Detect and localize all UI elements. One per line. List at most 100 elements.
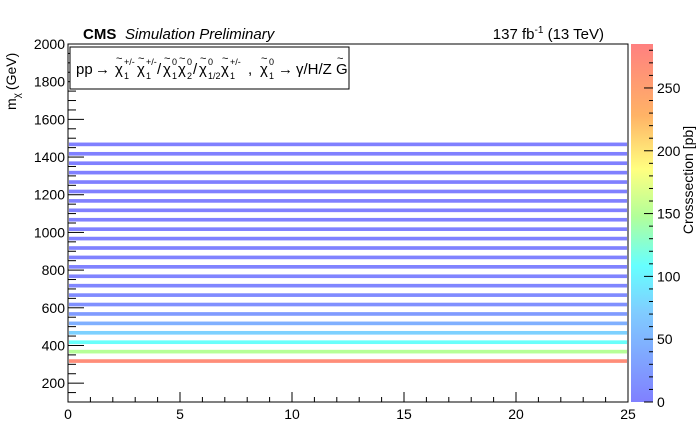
gravitino-tilde: ~ — [337, 53, 343, 65]
chargino3-tilde: ~ — [222, 53, 228, 65]
heatmap-band-16 — [69, 208, 627, 213]
chargino-sub-2: 1 — [146, 71, 151, 81]
separator: , — [248, 61, 252, 78]
heatmap-band-18 — [69, 189, 627, 194]
z-tick-label-1: 50 — [657, 331, 673, 347]
heatmap-band-23 — [69, 142, 627, 147]
heatmap-band-17 — [69, 199, 627, 203]
chargino-sup-2: +/- — [146, 57, 157, 67]
heatmap-band-4 — [69, 321, 627, 326]
y-tick-label-1: 400 — [42, 337, 66, 353]
process-formula: pp → χ ~ +/- 1 χ ~ +/- 1 / χ ~ 0 1 χ ~ 0… — [76, 53, 348, 81]
experiment-label: CMS — [83, 26, 116, 43]
decay-neutralino-tilde: ~ — [261, 53, 267, 65]
x-axis-ticks: 0 5 10 15 20 25 — [64, 392, 636, 422]
heatmap-band-7 — [69, 293, 627, 297]
y-tick-label-3: 800 — [42, 262, 66, 278]
y-tick-label-6: 1400 — [34, 149, 65, 165]
heatmap-band-0 — [69, 359, 627, 363]
chargino-tilde-2: ~ — [138, 53, 144, 65]
z-tick-label-3: 150 — [657, 206, 681, 222]
y-tick-label-4: 1000 — [34, 224, 65, 240]
process-arrow-1: → — [95, 61, 110, 78]
slash-2: / — [193, 61, 198, 78]
plot-background — [68, 44, 628, 402]
status-label: Simulation Preliminary — [125, 26, 276, 43]
heatmap-band-19 — [69, 180, 627, 184]
y-axis-ticks: 200 400 600 800 1000 1200 1400 1600 1800 2000 — [34, 36, 84, 394]
heatmap-band-5 — [69, 312, 627, 316]
process-legend-box — [69, 46, 350, 90]
chargino-symbol: χ — [115, 61, 123, 78]
lumi-label: 137 fb-1 (13 TeV) — [493, 25, 604, 43]
z-tick-label-0: 0 — [657, 394, 665, 410]
chargino3-sup: +/- — [230, 57, 241, 67]
decay-neutralino-sup: 0 — [269, 57, 274, 67]
y-tick-label-8: 1800 — [34, 74, 65, 90]
heatmap-band-15 — [69, 217, 627, 222]
z-tick-label-4: 200 — [657, 143, 681, 159]
neutralino12-tilde: ~ — [200, 53, 206, 65]
y-axis-title: mχ(GeV) — [3, 53, 23, 110]
heatmap-band-10 — [69, 265, 627, 269]
heatmap-band-14 — [69, 227, 627, 231]
neutralino2-symbol: χ — [178, 61, 186, 78]
decay-neutralino-sub: 1 — [269, 71, 274, 81]
heatmap-band-9 — [69, 274, 627, 279]
neutralino2-sup: 0 — [187, 57, 192, 67]
color-bar-ticks: 0 50 100 150 200 250 — [644, 49, 681, 410]
heatmap-band-3 — [69, 330, 627, 335]
x-tick-label-5: 25 — [620, 406, 636, 422]
neutralino12-symbol: χ — [199, 61, 207, 78]
chargino-sub: 1 — [124, 71, 129, 81]
neutralino-sub: 1 — [172, 71, 177, 81]
x-tick-label-0: 0 — [64, 406, 72, 422]
neutralino12-sub: 1/2 — [208, 71, 221, 81]
gravitino-symbol: G — [336, 61, 348, 78]
process-prefix: pp — [76, 61, 93, 78]
y-tick-label-2: 600 — [42, 300, 66, 316]
color-bar-gradient — [631, 44, 653, 402]
heatmap-band-22 — [69, 151, 627, 156]
heatmap-band-2 — [69, 340, 627, 345]
process-legend: pp → χ ~ +/- 1 χ ~ +/- 1 / χ ~ 0 1 χ ~ 0… — [69, 46, 350, 90]
neutralino12-sup: 0 — [208, 57, 213, 67]
figure-header: CMS Simulation Preliminary 137 fb-1 (13 … — [83, 25, 604, 43]
heatmap-band-11 — [69, 255, 627, 260]
x-tick-label-3: 15 — [396, 406, 412, 422]
x-tick-label-2: 10 — [284, 406, 300, 422]
chargino3-sub: 1 — [230, 71, 235, 81]
heatmap-band-20 — [69, 170, 627, 175]
heatmap-band-13 — [69, 236, 627, 241]
neutralino-tilde: ~ — [164, 53, 170, 65]
neutralino-symbol: χ — [163, 61, 171, 78]
y-tick-label-0: 200 — [42, 375, 66, 391]
x-tick-label-1: 5 — [176, 406, 184, 422]
chargino-sup: +/- — [124, 57, 135, 67]
neutralino2-tilde: ~ — [179, 53, 185, 65]
slash-1: / — [157, 61, 162, 78]
neutralino-sup: 0 — [172, 57, 177, 67]
y-tick-label-7: 1600 — [34, 111, 65, 127]
heatmap-band-6 — [69, 302, 627, 307]
chargino-tilde: ~ — [116, 53, 122, 65]
plot-frame — [67, 43, 629, 403]
decay-products: γ/H/Z — [296, 61, 332, 78]
chargino3-symbol: χ — [221, 61, 229, 78]
chargino-symbol-2: χ — [137, 61, 145, 78]
neutralino2-sub: 2 — [187, 71, 192, 81]
process-arrow-2: → — [278, 61, 293, 78]
z-tick-label-5: 250 — [657, 80, 681, 96]
y-tick-label-9: 2000 — [34, 36, 65, 52]
heatmap-band-8 — [69, 283, 627, 288]
z-axis-title: Crosssection [pb] — [680, 126, 696, 234]
heatmap-band-1 — [69, 349, 627, 354]
y-tick-label-5: 1200 — [34, 187, 65, 203]
heatmap-band-21 — [69, 161, 627, 166]
color-bar: 0 50 100 150 200 250 Crosssection [pb] — [631, 44, 696, 410]
z-tick-label-2: 100 — [657, 268, 681, 284]
heatmap-band-12 — [69, 246, 627, 250]
decay-neutralino-symbol: χ — [260, 61, 268, 78]
plot-area: 0 5 10 15 20 25 20040060080010001200140016001… — [34, 36, 636, 422]
